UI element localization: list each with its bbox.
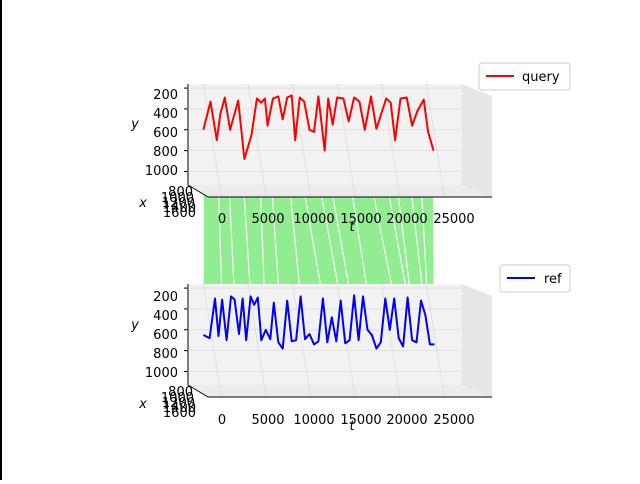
query-gridline-t-0 [202,83,222,197]
query-floor-pane [188,185,492,197]
query-t-tick-0: 0 [218,212,226,227]
ref-gridline-t-5 [425,283,445,397]
query-t-axis-label: t [349,220,355,235]
query-t-tick-25000: 25000 [433,212,474,227]
query-t-tick-5000: 5000 [251,212,284,227]
query-y-tick-600: 600 [153,126,178,141]
query-x-tick-1200: 1200 [162,196,195,211]
query-x-tick-1000: 1000 [161,191,194,206]
figure-border-line [0,0,2,480]
ref-t-axis-label: t [349,419,355,434]
query-y-tick-200: 200 [153,88,178,103]
ref-x-tick-1400: 1400 [163,401,196,416]
ref-gridline-t-0 [202,283,222,397]
query-t-tick-20000: 20000 [386,212,427,227]
ref-x-axis-label: x [138,397,147,412]
ref-axes: 200 400 600 800 1000 800 1000 1200 1400 … [130,283,492,434]
query-y-tick-400: 400 [153,107,178,122]
query-gridlines [184,83,462,197]
ref-x-tick-1600: 1600 [163,406,196,421]
query-axes: 200 400 600 800 1000 800 1000 1200 1400 … [130,83,492,235]
query-x-axis-label: x [138,196,147,211]
query-legend-box [478,62,571,91]
ref-y-tick-800: 800 [153,347,178,362]
ref-t-tick-25000: 25000 [433,413,474,428]
ref-t-tick-20000: 20000 [386,413,427,428]
query-x-tick-1600: 1600 [163,206,196,221]
query-gridline-t-5 [425,83,445,197]
query-x-axis-line [187,184,209,198]
query-gridline-t-3 [336,83,356,197]
ref-x-tick-1000: 1000 [161,391,194,406]
ref-gridlines [184,283,462,397]
query-series-line [202,94,435,160]
ref-x-tick-800: 800 [168,385,193,400]
ref-y-tick-200: 200 [153,290,178,305]
query-x-tick-1400: 1400 [163,201,196,216]
query-gridline-t-1 [247,83,267,197]
query-y-tick-800: 800 [153,145,178,160]
query-x-tick-800: 800 [168,185,193,200]
ref-t-tick-5000: 5000 [251,413,284,428]
query-y-axis-label: y [130,117,139,132]
ref-y-tick-1000: 1000 [145,366,178,381]
query-y-tick-1000: 1000 [145,164,178,179]
ref-series-line [202,294,435,350]
ref-back-pane [188,284,462,385]
ref-y-axis-label: y [130,318,139,333]
ref-legend-label: ref [544,272,562,287]
ref-gridline-t-2 [292,283,311,397]
query-legend-label: query [522,70,560,85]
ref-x-tick-1200: 1200 [162,396,195,411]
ref-side-pane [462,284,492,397]
ref-t-tick-0: 0 [218,413,226,428]
ref-floor-pane [188,385,492,397]
query-t-tick-10000: 10000 [293,212,334,227]
query-legend: query [478,62,571,91]
query-side-pane [462,84,492,197]
query-t-tick-15000: 15000 [340,212,381,227]
ref-t-tick-15000: 15000 [340,413,381,428]
query-gridline-t-2 [292,83,311,197]
ref-t-tick-10000: 10000 [293,413,334,428]
ref-legend: ref [499,264,571,293]
ref-y-tick-600: 600 [153,328,178,343]
ref-y-tick-400: 400 [153,309,178,324]
ref-x-axis-line [187,384,209,398]
